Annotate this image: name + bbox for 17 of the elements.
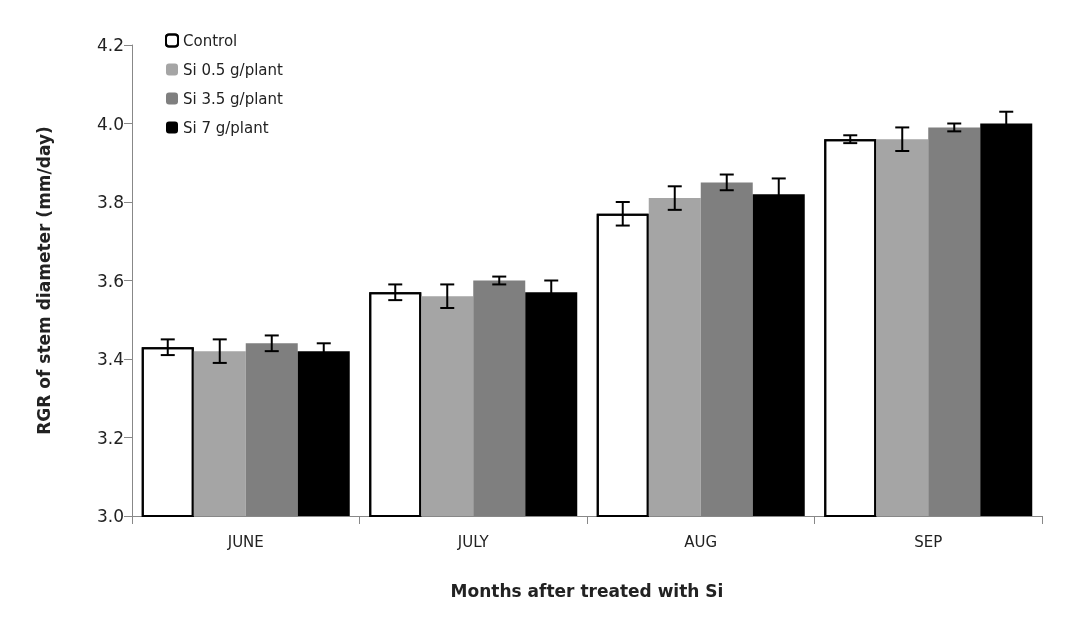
x-tick-label: JULY bbox=[456, 532, 490, 551]
y-tick-label: 3.8 bbox=[96, 192, 124, 212]
y-axis-title: RGR of stem diameter (mm/day) bbox=[33, 126, 54, 435]
y-tick-label: 4.0 bbox=[96, 113, 124, 134]
y-tick-label: 4.2 bbox=[96, 35, 124, 55]
y-tick-label: 3.6 bbox=[96, 270, 124, 291]
y-tick-label: 3.0 bbox=[96, 506, 124, 526]
legend-label: Control bbox=[183, 31, 238, 50]
legend-label: Si 0.5 g/plant bbox=[183, 60, 284, 79]
y-tick-label: 3.2 bbox=[96, 427, 124, 448]
y-tick-label: 3.4 bbox=[96, 349, 124, 369]
x-axis-title: Months after treated with Si bbox=[450, 580, 724, 601]
x-tick-label: SEP bbox=[914, 532, 943, 551]
x-tick-label: JUNE bbox=[226, 532, 264, 551]
x-tick-label: AUG bbox=[684, 532, 718, 551]
legend-label: Si 7 g/plant bbox=[183, 118, 269, 137]
legend-label: Si 3.5 g/plant bbox=[183, 89, 284, 108]
